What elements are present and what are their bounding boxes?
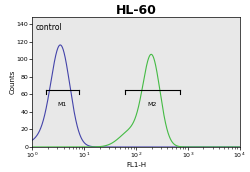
Text: M1: M1 xyxy=(58,102,67,107)
Y-axis label: Counts: Counts xyxy=(9,70,15,94)
Text: control: control xyxy=(36,23,62,32)
Text: M2: M2 xyxy=(148,102,157,107)
X-axis label: FL1-H: FL1-H xyxy=(126,162,146,168)
Title: HL-60: HL-60 xyxy=(116,4,156,17)
